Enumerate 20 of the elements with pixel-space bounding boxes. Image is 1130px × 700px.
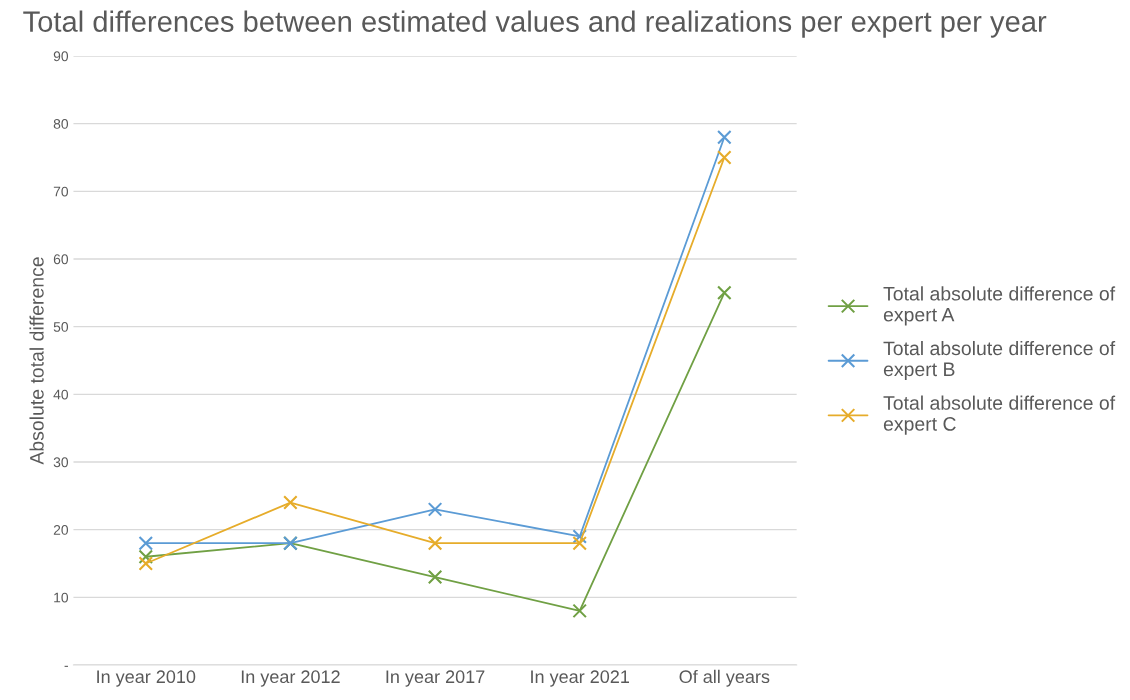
x-tick-label: In year 2012	[241, 670, 340, 687]
y-tick-label: 20	[53, 525, 69, 535]
legend-label: Total absolute difference of expert C	[883, 395, 1116, 435]
x-tick-label: In year 2017	[386, 670, 485, 687]
y-tick-label: 80	[53, 119, 69, 129]
y-tick-label: 30	[53, 457, 69, 468]
y-tick-label: 90	[53, 51, 69, 62]
y-tick-label: 40	[53, 389, 69, 400]
legend-label: Total absolute difference of expert A	[883, 286, 1116, 326]
y-tick-label: 10	[54, 592, 69, 603]
chart-title: Total differences between estimated values and realizations per expert per year	[23, 10, 1047, 38]
legend-label: Total absolute difference of expert B	[883, 340, 1116, 381]
x-tick-label: In year 2021	[531, 670, 629, 687]
y-tick-label: 60	[53, 254, 69, 265]
y-tick-label: 50	[53, 322, 69, 332]
y-axis-title: Absolute total difference	[29, 257, 44, 465]
y-tick-label: 70	[53, 186, 69, 197]
x-tick-label: Of all years	[679, 669, 770, 687]
x-tick-label: In year 2010	[97, 670, 196, 687]
y-tick-label: -	[64, 665, 68, 667]
